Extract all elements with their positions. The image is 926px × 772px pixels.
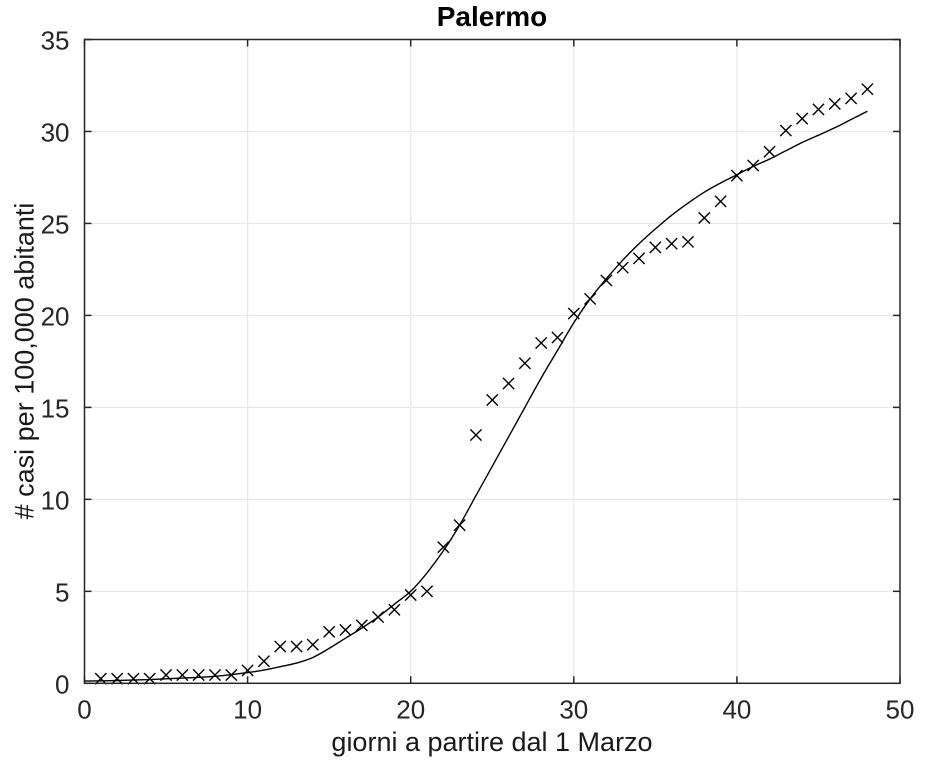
chart-title: Palermo	[436, 1, 548, 32]
x-tick-labels: 0 10 20 30 40 50	[77, 694, 914, 724]
svg-text:0: 0	[55, 669, 69, 699]
svg-text:20: 20	[396, 694, 425, 724]
svg-text:40: 40	[722, 694, 751, 724]
svg-text:30: 30	[41, 117, 70, 147]
svg-text:30: 30	[559, 694, 588, 724]
svg-text:50: 50	[886, 694, 915, 724]
svg-text:10: 10	[41, 485, 70, 515]
svg-text:10: 10	[233, 694, 262, 724]
svg-text:35: 35	[41, 26, 70, 56]
tick-marks	[83, 38, 901, 685]
svg-text:15: 15	[41, 393, 70, 423]
x-axis-label: giorni a partire dal 1 Marzo	[331, 727, 653, 757]
svg-text:0: 0	[77, 694, 91, 724]
grid-lines	[84, 39, 900, 684]
data-point-markers	[94, 83, 874, 685]
svg-text:20: 20	[41, 301, 70, 331]
svg-text:25: 25	[41, 209, 70, 239]
svg-text:5: 5	[55, 577, 69, 607]
axes-box	[83, 38, 901, 685]
y-tick-labels: 0 5 10 15 20 25 30 35	[41, 26, 70, 700]
y-axis-label: # casi per 100,000 abitanti	[9, 202, 40, 520]
fit-curve	[84, 110, 868, 682]
